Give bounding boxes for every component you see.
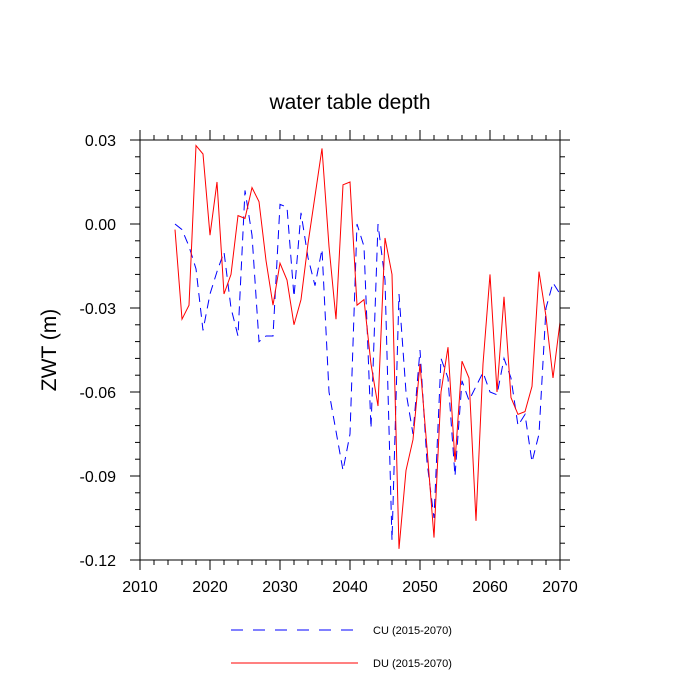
chart-title: water table depth [268,91,430,114]
y-tick-label: 0.00 [85,217,116,234]
x-tick-label: 2050 [402,579,438,596]
y-tick-label: -0.06 [80,385,117,402]
x-tick-label: 2060 [472,579,508,596]
axis-layer: 2010 2020 2030 2040 2050 2060 2070 0.03 0.00 -0.0… [80,130,578,596]
y-tick-label: 0.03 [85,133,116,150]
series-line-2 [174,144,561,549]
y-tick-label: -0.09 [80,469,117,486]
series-line-1 [174,190,561,541]
legend-label-1: CU (2015-2070) [373,625,452,637]
x-tick-label: 2020 [192,579,228,596]
x-tick-label: 2070 [542,579,578,596]
legend: CU (2015-2070) DU (2015-2070) [231,625,452,670]
legend-label-2: DU (2015-2070) [373,658,452,670]
series-layer [174,144,561,549]
y-tick-label: -0.12 [80,553,117,570]
x-tick-label: 2040 [332,579,368,596]
x-tick-label: 2030 [262,579,298,596]
x-tick-label: 2010 [122,579,158,596]
y-tick-label: -0.03 [80,301,117,318]
y-axis-title: ZWT (m) [38,309,61,391]
